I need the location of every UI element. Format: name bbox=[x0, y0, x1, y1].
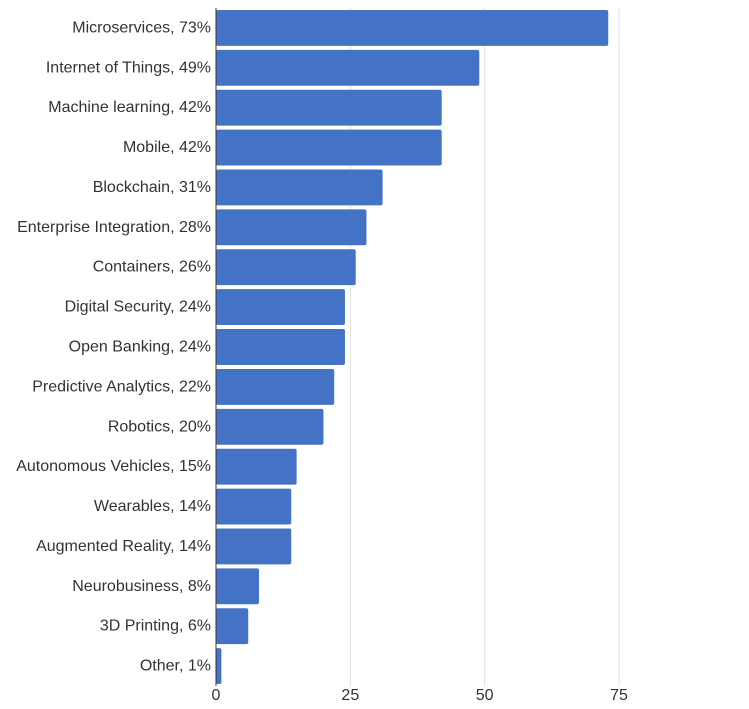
bar bbox=[216, 209, 367, 246]
bar bbox=[216, 10, 609, 46]
bar bbox=[216, 608, 249, 645]
bar bbox=[216, 528, 292, 565]
bar bbox=[216, 329, 345, 365]
category-label: Wearables, 14% bbox=[94, 498, 211, 515]
category-label: Autonomous Vehicles, 15% bbox=[16, 458, 211, 475]
bar bbox=[216, 129, 442, 166]
bar bbox=[216, 249, 356, 286]
bar bbox=[216, 448, 297, 485]
bar bbox=[216, 488, 292, 525]
x-tick-label: 75 bbox=[610, 687, 628, 704]
x-tick-label: 25 bbox=[341, 687, 359, 704]
category-label: Mobile, 42% bbox=[123, 139, 211, 156]
category-label: Augmented Reality, 14% bbox=[36, 538, 211, 555]
bar bbox=[216, 49, 480, 86]
bar bbox=[216, 648, 222, 684]
category-label: Neurobusiness, 8% bbox=[72, 578, 211, 595]
category-label: Robotics, 20% bbox=[108, 418, 211, 435]
category-label: Digital Security, 24% bbox=[65, 299, 211, 316]
bar bbox=[216, 89, 442, 126]
x-tick-label: 50 bbox=[476, 687, 494, 704]
bar bbox=[216, 568, 259, 605]
category-label: Predictive Analytics, 22% bbox=[32, 378, 211, 395]
bars bbox=[216, 10, 609, 684]
category-label: Machine learning, 42% bbox=[48, 99, 211, 116]
category-labels: Microservices, 73% Internet of Things, 49… bbox=[16, 19, 211, 674]
bar bbox=[216, 408, 324, 445]
category-label: 3D Printing, 6% bbox=[100, 618, 211, 635]
category-label: Containers, 26% bbox=[93, 259, 211, 276]
category-label: Blockchain, 31% bbox=[93, 179, 211, 196]
bar bbox=[216, 289, 345, 326]
x-tick-labels: 0 25 50 75 bbox=[212, 687, 628, 704]
category-label: Other, 1% bbox=[140, 658, 211, 675]
category-label: Microservices, 73% bbox=[72, 19, 211, 36]
category-label: Enterprise Integration, 28% bbox=[17, 219, 211, 236]
bar bbox=[216, 368, 335, 405]
category-label: Internet of Things, 49% bbox=[46, 59, 211, 76]
bar bbox=[216, 169, 383, 206]
category-label: Open Banking, 24% bbox=[69, 339, 211, 356]
x-tick-label: 0 bbox=[212, 687, 221, 704]
